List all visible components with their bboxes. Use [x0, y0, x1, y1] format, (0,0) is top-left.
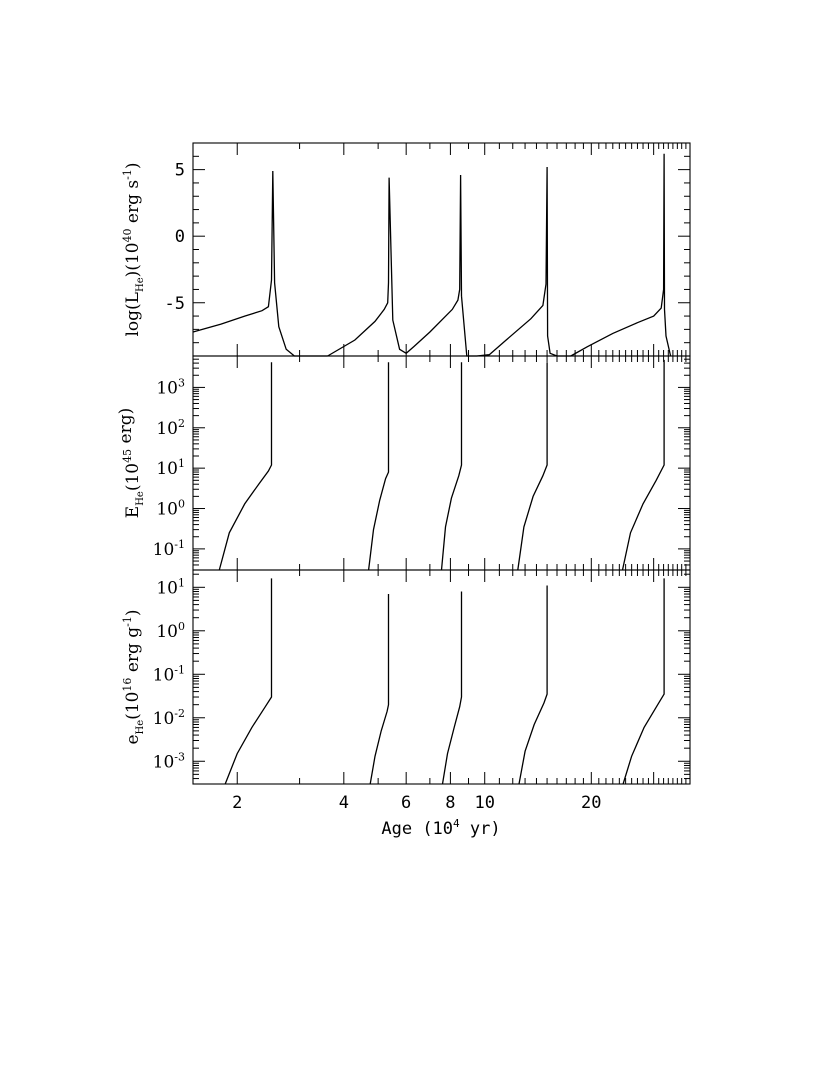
series-line-2: [369, 594, 390, 785]
y-tick-label: 10-1: [153, 538, 185, 560]
y-tick-label: 103: [156, 376, 185, 398]
y-tick-label: 101: [156, 576, 185, 598]
x-tick-label: 2: [232, 793, 242, 813]
series-line-4: [518, 585, 548, 785]
series-line-1: [224, 578, 273, 785]
series-line-2: [367, 362, 390, 571]
y-tick-label: 100: [156, 620, 185, 642]
x-tick-label: 6: [401, 793, 411, 813]
y-axis-label: EHe(1045 erg): [116, 408, 146, 518]
series-line-1: [218, 362, 273, 571]
y-tick-label: 101: [156, 457, 185, 479]
series-line-3: [440, 362, 463, 571]
series-line-4: [570, 153, 672, 357]
y-axis-label: log(LHe)(1040 erg s-1): [121, 163, 146, 337]
series-line-3: [460, 166, 571, 357]
y-tick-label: 10-1: [153, 663, 185, 685]
panel-1: 5 0 -5 log(LHe)(1040 erg s-1): [121, 142, 691, 357]
y-tick-label: 5: [175, 161, 185, 181]
y-axis-label: eHe(1016 erg g-1): [121, 609, 146, 744]
series-line-3: [441, 591, 463, 785]
series-line-1: [192, 170, 328, 357]
x-tick-label: 4: [339, 793, 349, 813]
series-line-4: [517, 362, 548, 571]
panel-frame: [192, 355, 691, 571]
x-tick-label: 20: [581, 793, 601, 813]
panel-frame: [192, 569, 691, 785]
series-line-5: [622, 578, 665, 785]
y-tick-label: 100: [156, 498, 185, 520]
x-axis-label: Age (104 yr): [381, 817, 500, 839]
panel-frame: [192, 142, 691, 357]
series-line-2: [327, 174, 463, 357]
x-tick-label: 10: [474, 793, 494, 813]
panel-2: 103 102 101 100 10-1 EHe(1045 erg): [116, 355, 691, 571]
panel-3: 101 100 10-1 10-2 10-3 eHe(1016 erg g-1): [121, 569, 691, 785]
x-tick-label: 8: [445, 793, 455, 813]
series-line-5: [621, 359, 665, 571]
y-tick-label: 10-3: [153, 750, 185, 772]
y-tick-label: 102: [156, 417, 185, 439]
y-tick-label: -5: [165, 294, 185, 314]
y-tick-label: 10-2: [153, 707, 185, 729]
y-tick-label: 0: [175, 227, 185, 247]
